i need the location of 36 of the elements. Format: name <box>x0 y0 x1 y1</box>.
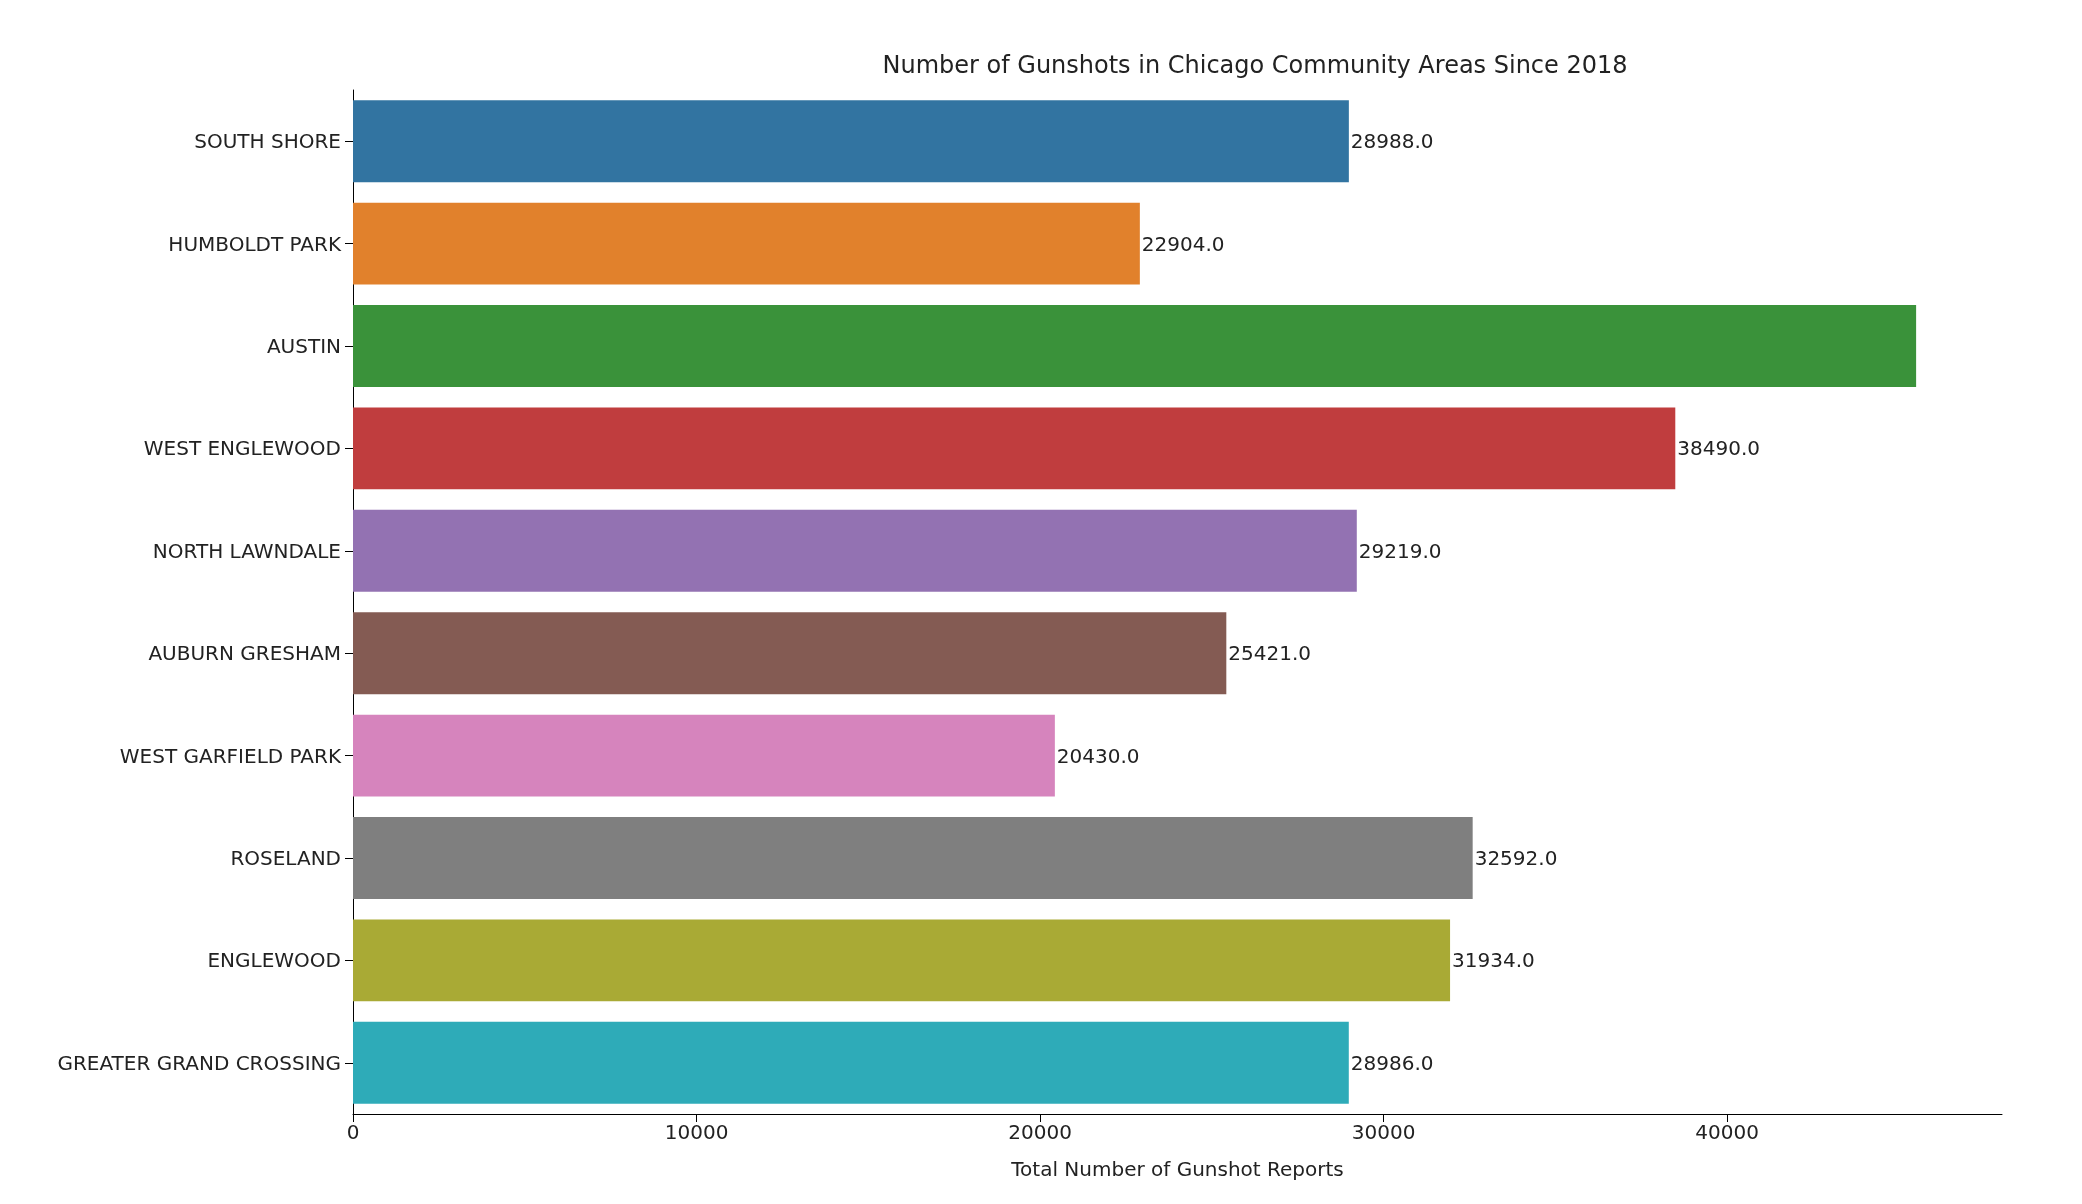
bar <box>353 1021 1349 1104</box>
y-tick-label: NORTH LAWNDALE <box>152 538 341 563</box>
y-tick-label: HUMBOLDT PARK <box>168 231 342 256</box>
x-axis-title: Total Number of Gunshot Reports <box>1010 1157 1344 1181</box>
y-tick-label: WEST GARFIELD PARK <box>119 743 342 768</box>
data-label: 25421.0 <box>1228 641 1312 666</box>
y-tick-label: AUSTIN <box>266 334 341 358</box>
chart-title: Number of Gunshots in Chicago Community Areas Since 2018 <box>882 51 1628 79</box>
x-tick-label: 30000 <box>1351 1120 1416 1144</box>
bar <box>353 100 1349 183</box>
data-label: 31934.0 <box>1452 948 1535 973</box>
x-tick-label: 20000 <box>1008 1120 1072 1144</box>
y-tick-label: WEST ENGLEWOOD <box>143 436 341 461</box>
bar <box>353 509 1357 592</box>
data-label: 22904.0 <box>1141 231 1225 256</box>
bar <box>353 305 1917 387</box>
bar <box>353 407 1676 490</box>
data-label: 20430.0 <box>1056 743 1140 768</box>
data-label: 28986.0 <box>1350 1050 1434 1075</box>
y-tick-label: ENGLEWOOD <box>207 948 341 973</box>
data-label: 32592.0 <box>1474 846 1558 870</box>
x-tick-label: 40000 <box>1695 1120 1759 1144</box>
data-label: 28988.0 <box>1350 129 1434 154</box>
y-tick-label: SOUTH SHORE <box>194 129 341 154</box>
y-tick-label: AUBURN GRESHAM <box>148 641 341 666</box>
bar <box>353 919 1451 1002</box>
bar <box>353 202 1140 285</box>
data-label: 38490.0 <box>1677 436 1761 461</box>
data-label: 29219.0 <box>1358 538 1442 563</box>
bar <box>353 612 1227 695</box>
y-tick-label: GREATER GRAND CROSSING <box>57 1050 341 1075</box>
y-tick-label: ROSELAND <box>230 846 341 870</box>
bar <box>353 714 1055 797</box>
bar <box>353 817 1473 899</box>
x-tick-label: 0 <box>346 1120 360 1144</box>
x-tick-label: 10000 <box>664 1120 729 1144</box>
